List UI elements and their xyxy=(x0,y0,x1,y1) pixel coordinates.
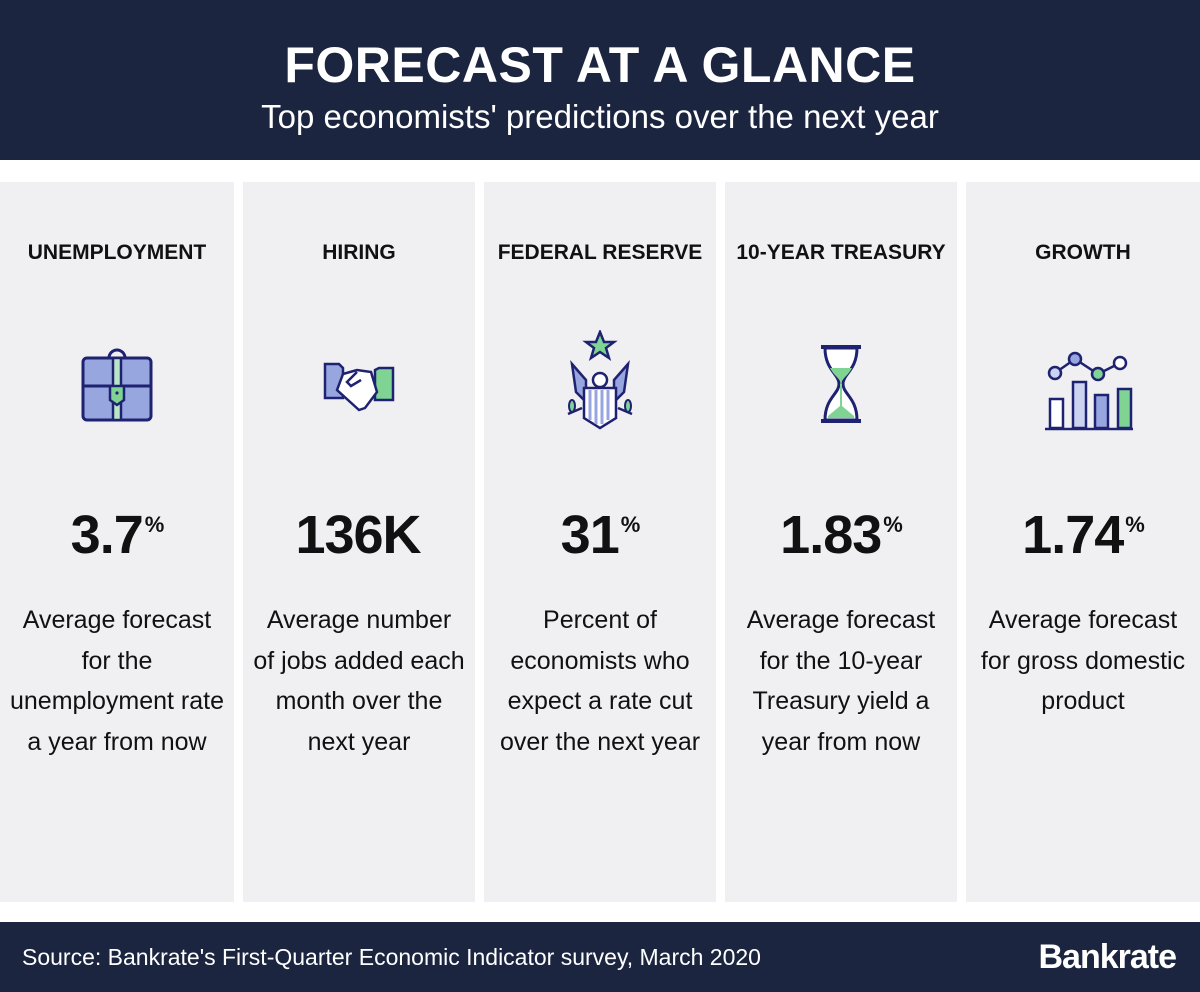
column-10-year-treasury: 10-YEAR TREASURY 1.83% Average forecast … xyxy=(725,182,957,902)
handshake-icon xyxy=(323,362,395,412)
forecast-value: 1.83% xyxy=(780,505,903,565)
page-title: FORECAST AT A GLANCE xyxy=(284,37,916,93)
column-unemployment: UNEMPLOYMENT 3.7% Average forecast for t… xyxy=(0,182,234,902)
page-subtitle: Top economists' predictions over the nex… xyxy=(261,98,939,135)
description: Average forecast for gross domestic prod… xyxy=(980,606,1186,715)
description: Average number of jobs added each month … xyxy=(253,606,465,756)
column-growth: GROWTH 1.74% Average forecast for gross … xyxy=(966,182,1200,902)
category-label: FEDERAL RESERVE xyxy=(497,241,703,264)
category-label: HIRING xyxy=(322,241,396,264)
description: Average forecast for the 10-year Treasur… xyxy=(746,606,936,756)
column-federal-reserve: FEDERAL RESERVE 31% Percent of economist… xyxy=(484,182,716,902)
category-label: UNEMPLOYMENT xyxy=(27,241,207,264)
column-hiring: HIRING 136K Average number of jobs added… xyxy=(243,182,475,902)
forecast-value: 1.74% xyxy=(1022,505,1145,565)
header: FORECAST AT A GLANCE Top economists' pre… xyxy=(0,0,1200,160)
forecast-value: 31% xyxy=(560,505,641,565)
briefcase-icon xyxy=(81,348,153,422)
category-label: 10-YEAR TREASURY xyxy=(736,241,946,264)
description: Percent of economists who expect a rate … xyxy=(499,606,701,756)
bankrate-logo: Bankrate xyxy=(1038,938,1177,976)
category-label: GROWTH xyxy=(1035,241,1131,264)
growth-chart-icon xyxy=(1045,351,1133,431)
footer: Source: Bankrate's First-Quarter Economi… xyxy=(0,922,1200,992)
hourglass-icon xyxy=(821,345,861,423)
source-note: Source: Bankrate's First-Quarter Economi… xyxy=(22,944,761,970)
forecast-value: 3.7% xyxy=(70,505,165,565)
description: Average forecast for the unemployment ra… xyxy=(10,606,225,756)
forecast-value: 136K xyxy=(295,505,421,565)
eagle-shield-icon xyxy=(567,330,633,430)
